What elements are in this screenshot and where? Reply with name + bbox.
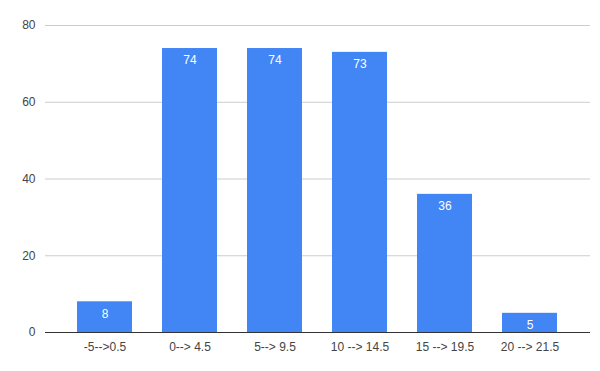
svg-text:0--> 4.5: 0--> 4.5: [169, 340, 211, 354]
svg-text:40: 40: [22, 172, 36, 186]
svg-text:15 --> 19.5: 15 --> 19.5: [416, 340, 475, 354]
svg-text:36: 36: [438, 199, 452, 213]
svg-text:20: 20: [22, 249, 36, 263]
svg-text:80: 80: [22, 18, 36, 32]
svg-text:74: 74: [183, 53, 197, 67]
svg-text:5--> 9.5: 5--> 9.5: [254, 340, 296, 354]
svg-text:0: 0: [29, 325, 36, 339]
svg-text:10 --> 14.5: 10 --> 14.5: [331, 340, 390, 354]
svg-text:74: 74: [268, 53, 282, 67]
svg-text:73: 73: [353, 57, 367, 71]
svg-text:8: 8: [102, 307, 109, 321]
svg-text:-5-->0.5: -5-->0.5: [84, 340, 127, 354]
svg-text:20 --> 21.5: 20 --> 21.5: [501, 340, 560, 354]
svg-text:5: 5: [527, 318, 534, 332]
svg-text:60: 60: [22, 95, 36, 109]
